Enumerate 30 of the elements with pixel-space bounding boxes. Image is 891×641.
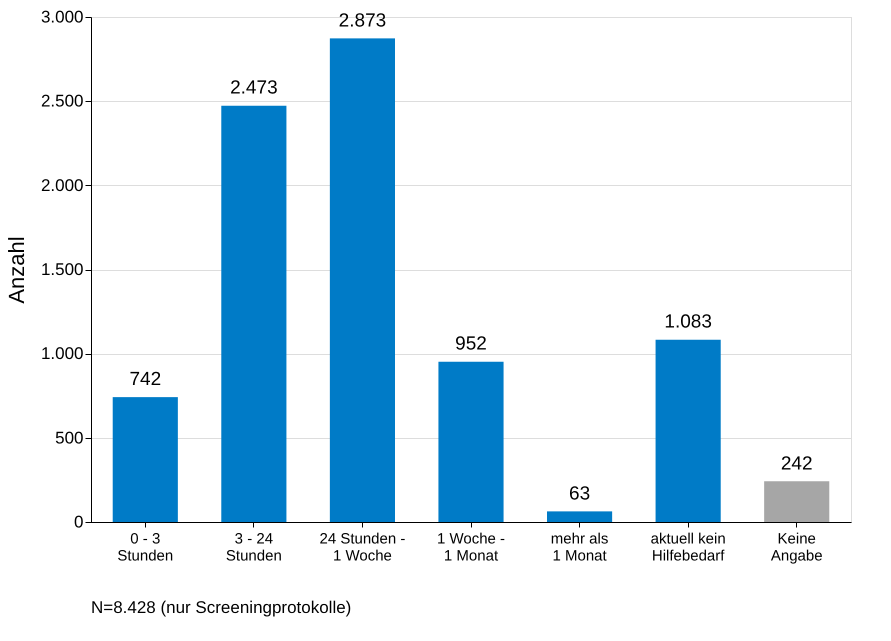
data-label: 242 bbox=[780, 453, 813, 474]
y-tick-label: 1.500 bbox=[40, 260, 84, 279]
bar bbox=[330, 38, 395, 522]
bar bbox=[438, 362, 504, 522]
x-tick-label: 0 - 3 Stunden bbox=[117, 530, 174, 564]
y-tick-label: 2.000 bbox=[40, 176, 84, 195]
x-tick-label: 3 - 24 Stunden bbox=[226, 530, 282, 564]
data-label: 742 bbox=[129, 369, 162, 390]
x-tick-label: 1 Woche - 1 Monat bbox=[436, 530, 506, 564]
bar bbox=[221, 106, 286, 522]
bar bbox=[547, 511, 612, 522]
data-label: 952 bbox=[455, 334, 487, 355]
data-label: 63 bbox=[569, 483, 590, 504]
y-tick-label: 0 bbox=[74, 512, 84, 532]
y-tick-label: 500 bbox=[55, 428, 84, 448]
y-tick-label: 2.500 bbox=[40, 92, 84, 111]
y-axis-title: Anzahl bbox=[4, 236, 29, 304]
data-label: 2.473 bbox=[230, 78, 278, 99]
bar bbox=[656, 340, 721, 522]
x-tick-label: Keine Angabe bbox=[770, 530, 823, 564]
y-tick-label: 3.000 bbox=[40, 8, 84, 26]
x-tick-label: mehr als 1 Monat bbox=[550, 530, 608, 564]
data-label: 1.083 bbox=[664, 312, 712, 333]
y-tick-label: 1.000 bbox=[40, 344, 84, 364]
data-label: 2.873 bbox=[338, 10, 386, 32]
bar bbox=[764, 481, 830, 522]
x-tick-label: 24 Stunden - 1 Woche bbox=[319, 530, 406, 564]
text: N=8.428 (nur Screeningprotokolle) bbox=[91, 598, 352, 617]
x-tick-label: aktuell kein Hilfebedarf bbox=[650, 530, 726, 564]
bar bbox=[112, 397, 178, 522]
